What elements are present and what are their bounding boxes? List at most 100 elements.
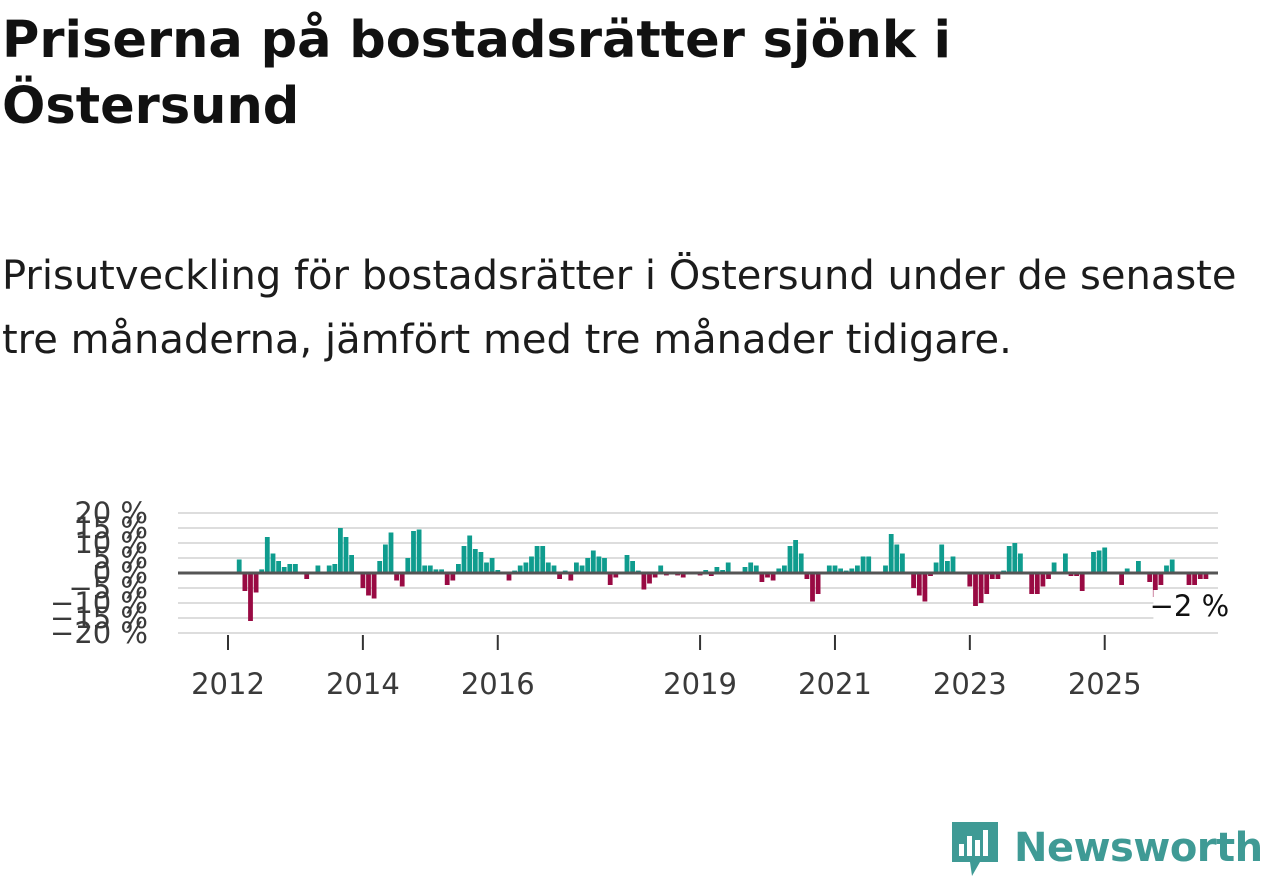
bar: [1018, 553, 1023, 573]
bar: [371, 573, 377, 599]
bar: [281, 567, 287, 573]
annotation-bg: [1153, 590, 1226, 622]
bar: [607, 573, 613, 585]
newsworthy-logo: Newsworthy: [950, 818, 1262, 878]
bar: [405, 558, 411, 573]
bar: [950, 556, 956, 573]
bar: [264, 537, 270, 573]
bar: [338, 528, 343, 573]
bar: [810, 573, 815, 602]
bar: [1029, 573, 1035, 594]
bar: [1197, 573, 1203, 579]
bar: [995, 573, 1001, 579]
bar: [450, 573, 456, 581]
bar: [1079, 573, 1085, 591]
bar: [759, 573, 765, 582]
y-tick-label: 20 %: [74, 496, 148, 530]
bar: [1091, 552, 1096, 573]
bar: [534, 546, 540, 573]
bar: [1051, 562, 1057, 573]
bar: [1169, 559, 1175, 573]
bar: [478, 552, 484, 573]
bar: [624, 555, 630, 573]
x-axis-labels: 2012 2014 2016 2019 2021 2023 2025: [191, 635, 1142, 701]
y-tick-label: −5 %: [68, 571, 148, 605]
bar: [804, 573, 810, 579]
bar: [989, 573, 995, 579]
bar: [1119, 573, 1124, 585]
bar: [517, 565, 523, 573]
bar: [467, 535, 473, 573]
x-tick-label: 2025: [1068, 667, 1142, 701]
bar: [1186, 573, 1192, 585]
bar: [332, 564, 338, 573]
bar: [304, 573, 310, 579]
bar: [798, 553, 804, 573]
bar: [416, 529, 422, 573]
bar: [641, 573, 647, 590]
chart-subtitle: Prisutveckling för bostadsrätter i Öster…: [2, 253, 1237, 363]
bar: [787, 546, 793, 573]
bar: [770, 573, 776, 581]
annotation-label: −2 %: [1150, 589, 1230, 623]
brand-name: Newsworthy: [1014, 825, 1262, 871]
bar: [900, 553, 905, 573]
bar: [590, 550, 596, 573]
y-tick-label: 10 %: [74, 526, 148, 560]
bar: [259, 569, 265, 573]
bar: [832, 565, 838, 573]
bar: [866, 556, 872, 573]
bar: [343, 537, 349, 573]
bar: [411, 531, 416, 573]
bar: [472, 549, 478, 573]
y-tick-label: −10 %: [50, 586, 148, 620]
x-tick-label: 2012: [191, 667, 265, 701]
bar: [793, 540, 798, 573]
bar: [1040, 573, 1046, 587]
bar-chart-logo-icon: [952, 822, 998, 876]
bar: [1203, 573, 1209, 579]
bar: [484, 562, 489, 573]
bar: [1034, 573, 1040, 594]
bar: [916, 573, 922, 596]
bar: [315, 565, 321, 573]
bar: [529, 556, 534, 573]
bar: [945, 561, 950, 573]
bar: [253, 573, 259, 593]
bar: [680, 573, 686, 578]
bars: [178, 528, 1218, 621]
bar: [248, 573, 253, 621]
bar: [1147, 573, 1153, 582]
bar: [984, 573, 990, 594]
bar: [377, 561, 383, 573]
bar: [326, 565, 332, 573]
bar: [911, 573, 916, 588]
y-tick-label: −20 %: [50, 616, 148, 650]
bar: [826, 565, 832, 573]
y-tick-label: 5 %: [93, 541, 148, 575]
bar: [596, 556, 602, 573]
bar: [855, 565, 860, 573]
bar: [545, 562, 551, 573]
bar: [439, 569, 444, 573]
bar: [978, 573, 984, 603]
bar: [602, 558, 607, 573]
bar: [973, 573, 978, 606]
bar: [1192, 573, 1197, 585]
bar: [574, 562, 579, 573]
bar: [776, 568, 782, 573]
x-tick-label: 2021: [798, 667, 872, 701]
x-tick-label: 2014: [326, 667, 400, 701]
bar: [1164, 565, 1169, 573]
bar: [714, 567, 720, 573]
bar: [422, 565, 428, 573]
bar: [967, 573, 973, 587]
bar: [366, 573, 371, 596]
bar: [276, 561, 281, 573]
y-tick-label: 15 %: [74, 511, 148, 545]
bar: [461, 546, 467, 573]
bar: [742, 567, 748, 573]
bar: [748, 562, 754, 573]
bar: [388, 532, 394, 573]
bar: [1136, 561, 1141, 573]
